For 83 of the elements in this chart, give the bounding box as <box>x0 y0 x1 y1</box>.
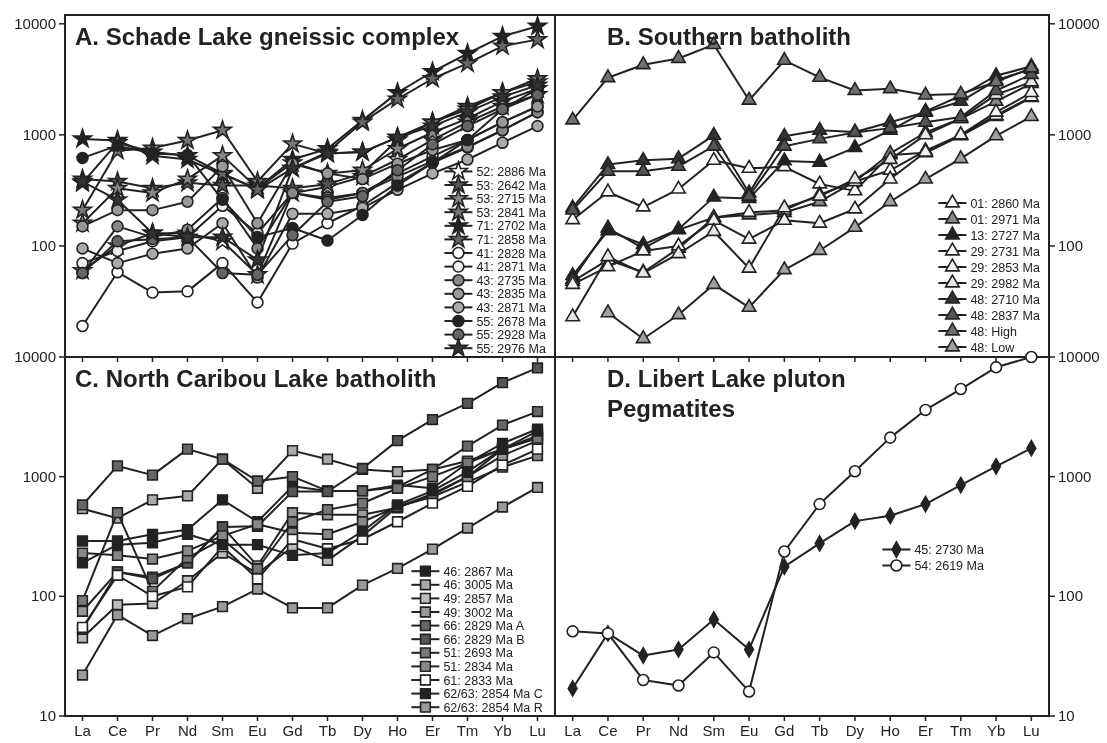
x-tick-label: Ho <box>880 722 900 739</box>
x-tick-label: Pr <box>635 722 651 739</box>
y-tick-label: 100 <box>1058 236 1084 254</box>
x-tick-label: Yb <box>493 722 512 739</box>
legend-label: 45: 2730 Ma <box>914 543 984 557</box>
y-tick-label: 1000 <box>1058 125 1092 143</box>
legend-label: 55: 2928 Ma <box>476 328 546 343</box>
legend-label: 53: 2642 Ma <box>476 178 546 193</box>
legend-label: 48: 2710 Ma <box>970 292 1040 307</box>
legend-label: 55: 2678 Ma <box>476 314 546 329</box>
legend-label: 71: 2858 Ma <box>476 232 546 247</box>
legend-label: 01: 2971 Ma <box>970 212 1040 227</box>
legend-label: 49: 3002 Ma <box>443 605 513 620</box>
chart-title: A. Schade Lake gneissic complex <box>75 23 460 50</box>
x-tick-label: Gd <box>282 722 303 739</box>
x-tick-label: Sm <box>702 722 726 739</box>
y-tick-label: 100 <box>1058 587 1084 605</box>
x-tick-label: Nd <box>177 722 198 739</box>
legend-label: 48: 2837 Ma <box>970 308 1040 323</box>
x-tick-label: Tm <box>456 722 479 739</box>
legend-label: 01: 2860 Ma <box>970 196 1040 211</box>
x-tick-label: Eu <box>248 722 267 739</box>
y-tick-label: 10 <box>39 707 56 724</box>
legend-label: 41: 2871 Ma <box>476 260 546 275</box>
y-tick-label: 10000 <box>1058 14 1100 32</box>
y-tick-label: 1000 <box>1058 467 1092 485</box>
y-tick-label: 100 <box>30 587 56 605</box>
legend-label: 62/63: 2854 Ma R <box>443 700 543 715</box>
legend-label: 53: 2841 Ma <box>476 205 546 220</box>
x-tick-label: Dy <box>845 722 865 739</box>
x-tick-label: Nd <box>668 722 689 739</box>
x-tick-label: Lu <box>1023 722 1040 739</box>
x-tick-label: Tm <box>949 722 972 739</box>
x-tick-label: Ho <box>387 722 408 739</box>
legend-label: 71: 2702 Ma <box>476 219 546 234</box>
legend-label: 62/63: 2854 Ma C <box>443 687 543 702</box>
x-tick-label: Gd <box>774 722 795 739</box>
legend-label: 43: 2835 Ma <box>476 287 546 302</box>
legend-label: 61: 2833 Ma <box>443 673 513 688</box>
legend-label: 66: 2829 Ma B <box>443 632 525 647</box>
legend-label: 48: Low <box>970 340 1016 355</box>
x-tick-label: Tb <box>318 722 337 739</box>
x-tick-label: Tb <box>810 722 829 739</box>
legend-label: 48: High <box>970 324 1018 339</box>
x-tick-label: Er <box>425 722 440 739</box>
legend-label: 51: 2693 Ma <box>443 646 513 661</box>
y-tick-label: 100 <box>30 236 56 254</box>
x-tick-label: Eu <box>739 722 759 739</box>
legend-label: 29: 2982 Ma <box>970 276 1040 291</box>
legend-label: 53: 2715 Ma <box>476 192 546 207</box>
chart-title: C. North Caribou Lake batholith <box>75 365 437 392</box>
y-tick-label: 10000 <box>14 348 56 365</box>
chart-title: B. Southern batholith <box>607 23 851 50</box>
legend-label: 55: 2976 Ma <box>476 341 546 356</box>
text: D. Libert Lake pluton Pegmatites <box>607 365 846 422</box>
legend-label: 29: 2731 Ma <box>970 244 1040 259</box>
x-tick-label: Yb <box>986 722 1006 739</box>
legend-label: 51: 2834 Ma <box>443 659 513 674</box>
legend-label: 54: 2619 Ma <box>914 559 984 573</box>
y-tick-label: 1000 <box>22 467 56 485</box>
legend-label: 46: 2867 Ma <box>443 564 513 579</box>
x-tick-label: La <box>564 722 582 739</box>
x-tick-label: Dy <box>353 722 373 739</box>
x-tick-label: La <box>74 722 92 739</box>
x-tick-label: Er <box>918 722 933 739</box>
y-tick-label: 10000 <box>14 14 56 32</box>
legend-label: 43: 2735 Ma <box>476 273 546 288</box>
x-tick-label: Ce <box>107 722 128 739</box>
legend-label: 66: 2829 Ma A <box>443 619 525 634</box>
legend-label: 29: 2853 Ma <box>970 260 1040 275</box>
y-tick-label: 10 <box>1058 707 1075 724</box>
x-tick-label: Pr <box>145 722 160 739</box>
x-tick-label: Lu <box>529 722 546 739</box>
legend-label: 13: 2727 Ma <box>970 228 1040 243</box>
legend-label: 43: 2871 Ma <box>476 300 546 315</box>
y-tick-label: 10000 <box>1058 348 1100 365</box>
legend-label: 46: 3005 Ma <box>443 578 513 593</box>
x-tick-label: Ce <box>598 722 618 739</box>
legend-label: 49: 2857 Ma <box>443 591 513 606</box>
x-tick-label: Sm <box>211 722 234 739</box>
legend-label: 41: 2828 Ma <box>476 246 546 261</box>
legend-label: 52: 2886 Ma <box>476 164 546 179</box>
y-tick-label: 1000 <box>22 125 56 143</box>
